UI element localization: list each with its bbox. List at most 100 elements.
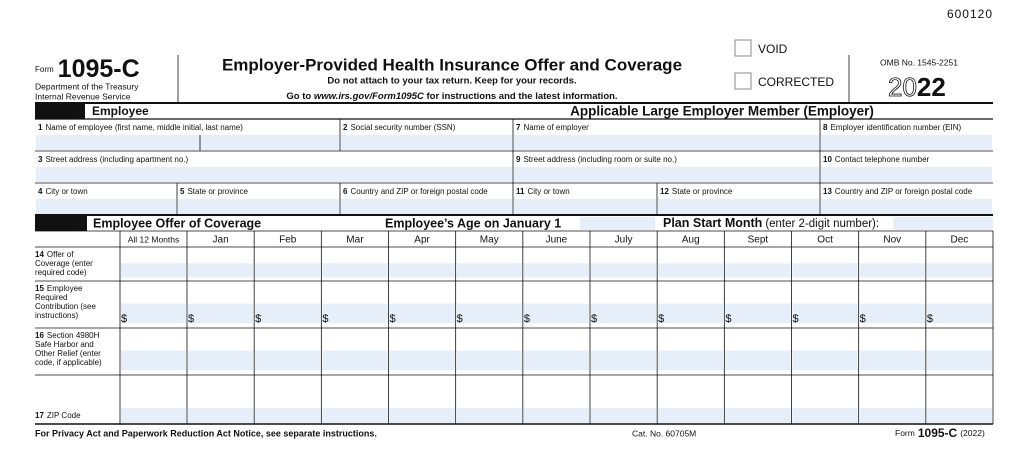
row-text: code, if applicable)	[35, 358, 102, 367]
instructions-part: Go to	[286, 91, 313, 102]
dollar-sign: $	[860, 313, 866, 325]
omb-number: OMB No. 1545-2251	[880, 57, 958, 67]
field-number: 13	[823, 187, 832, 196]
row-label: instructions)	[35, 311, 78, 320]
row-number: 16	[35, 331, 44, 340]
year-bold: 22	[917, 72, 946, 102]
year-outline: 20	[888, 72, 917, 102]
row-number: 14	[35, 250, 44, 259]
field-label: 11 City or town	[516, 187, 570, 196]
field-number: 1	[38, 123, 43, 132]
instructions: Go to www.irs.gov/Form1095C for instruct…	[286, 91, 617, 102]
field-text: Name of employee (first name, middle ini…	[45, 123, 243, 132]
entry-area	[456, 408, 522, 423]
column-header: Nov	[883, 235, 901, 246]
footer-year: (2022)	[960, 428, 985, 438]
entry-area	[523, 408, 589, 423]
entry-area	[389, 303, 455, 324]
column-header: Dec	[951, 235, 969, 246]
form-label: Form	[35, 65, 54, 74]
field-text: Employer identification number (EIN)	[830, 123, 961, 132]
entry-area	[188, 303, 254, 324]
column-header: June	[546, 235, 568, 246]
entry-area	[36, 167, 512, 182]
row-label: Safe Harbor and	[35, 340, 94, 349]
field-label: 7 Name of employer	[516, 123, 589, 132]
field-label: 2 Social security number (SSN)	[343, 123, 456, 132]
entry-area	[322, 263, 388, 278]
row-label: 17 ZIP Code	[35, 411, 81, 420]
catalog-number: Cat. No. 60705M	[632, 428, 696, 438]
field-text: City or town	[45, 187, 87, 196]
row-text: Offer of	[47, 250, 74, 259]
entry-area	[926, 263, 992, 278]
entry-area	[725, 263, 791, 278]
row-label: 16 Section 4980H	[35, 331, 100, 340]
field-label: 3 Street address (including apartment no.…	[38, 155, 189, 164]
field-number: 6	[343, 187, 348, 196]
field-label: 5 State or province	[180, 187, 248, 196]
column-header: July	[615, 235, 633, 246]
field-number: 3	[38, 155, 43, 164]
field-label: 9 Street address (including room or suite…	[516, 155, 677, 164]
entry-area	[926, 303, 992, 324]
void-checkbox[interactable]	[734, 39, 752, 57]
field-number: 11	[516, 187, 525, 196]
entry-area	[389, 408, 455, 423]
row-text: Coverage (enter	[35, 259, 93, 268]
entry-area	[456, 303, 522, 324]
entry-area	[456, 350, 522, 371]
field-text: Country and ZIP or foreign postal code	[350, 187, 488, 196]
column-header: Jan	[213, 235, 229, 246]
field-text: Street address (including room or suite …	[523, 155, 677, 164]
entry-area	[255, 408, 321, 423]
entry-area	[456, 263, 522, 278]
entry-area	[514, 167, 819, 182]
entry-area	[658, 199, 819, 214]
dollar-sign: $	[121, 313, 127, 325]
entry-area	[514, 135, 819, 150]
field-label: 4 City or town	[38, 187, 88, 196]
entry-area	[926, 350, 992, 371]
column-header: All 12 Months	[128, 234, 180, 244]
entry-area	[580, 217, 655, 230]
entry-area	[188, 408, 254, 423]
form-code: 600120	[947, 7, 993, 21]
field-text: State or province	[187, 187, 248, 196]
field-text: City or town	[527, 187, 569, 196]
field-text: Street address (including apartment no.)	[45, 155, 188, 164]
dollar-sign: $	[725, 313, 731, 325]
row-label: code, if applicable)	[35, 358, 102, 367]
void-label: VOID	[758, 42, 788, 56]
dollar-sign: $	[255, 313, 261, 325]
entry-area	[792, 303, 858, 324]
entry-area	[322, 303, 388, 324]
field-number: 9	[516, 155, 521, 164]
entry-area	[658, 408, 724, 423]
entry-area	[514, 199, 656, 214]
row-label: Other Relief (enter	[35, 349, 101, 358]
column-header: May	[480, 235, 499, 246]
tax-year: 2022	[888, 72, 946, 102]
entry-area	[178, 199, 339, 214]
entry-area	[389, 263, 455, 278]
entry-area	[389, 350, 455, 371]
row-label: 14 Offer of	[35, 250, 74, 259]
dollar-sign: $	[591, 313, 597, 325]
entry-area	[725, 408, 791, 423]
field-number: 8	[823, 123, 828, 132]
footer-form: Form 1095-C (2022)	[895, 426, 985, 440]
column-header: Feb	[279, 235, 297, 246]
row-text: Section 4980H	[47, 331, 100, 340]
field-label: 6 Country and ZIP or foreign postal code	[343, 187, 488, 196]
part2-title: Employee Offer of Coverage	[93, 216, 261, 230]
entry-area	[859, 350, 925, 371]
entry-area	[859, 408, 925, 423]
entry-area	[523, 263, 589, 278]
row-label: Coverage (enter	[35, 259, 93, 268]
corrected-checkbox[interactable]	[734, 72, 752, 90]
part-label-box	[35, 104, 85, 119]
part1-label: Part I	[40, 104, 70, 118]
entry-area	[591, 408, 657, 423]
